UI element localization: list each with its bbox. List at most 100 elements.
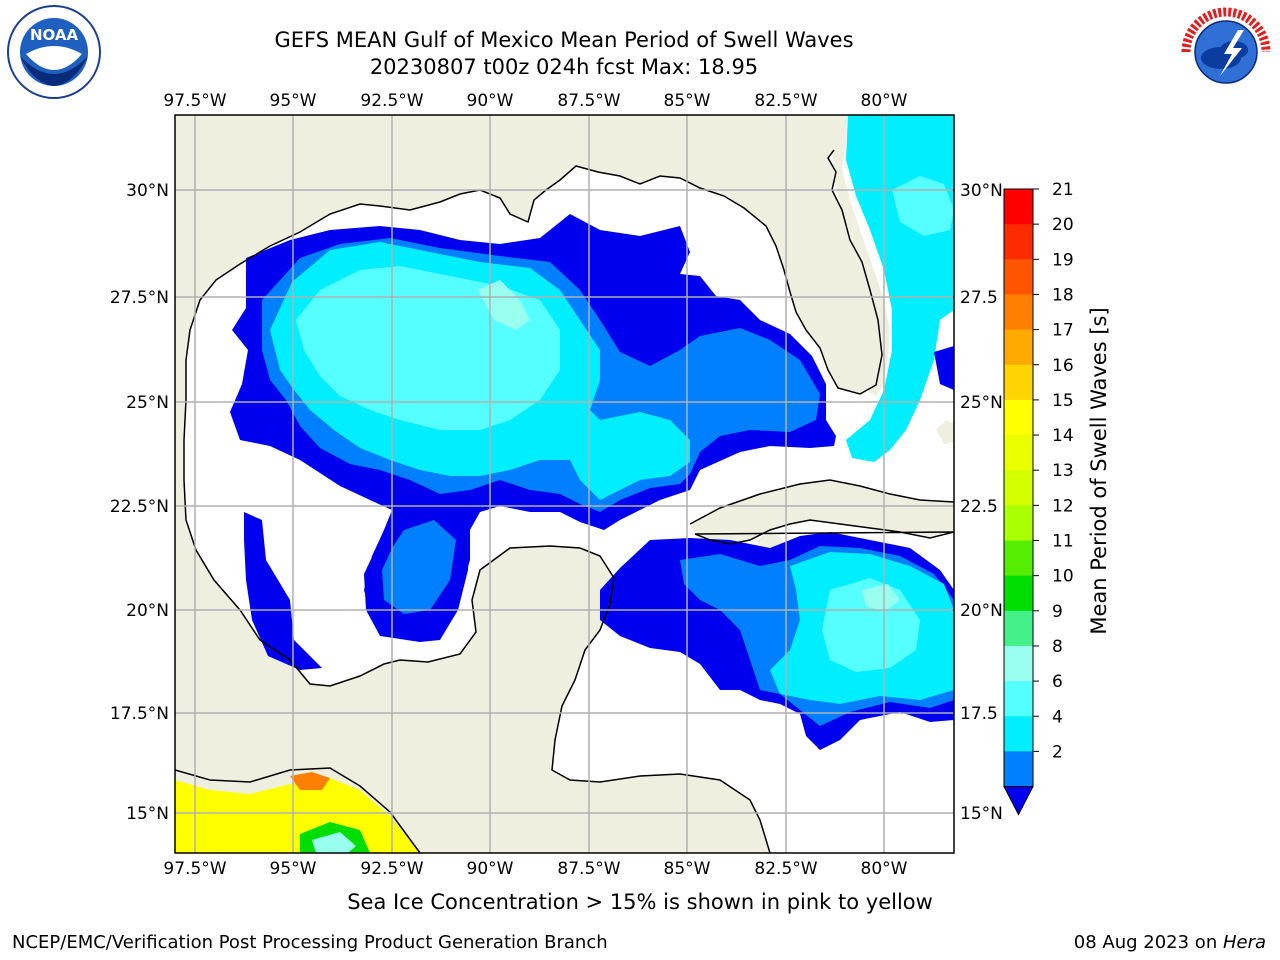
colorbar-tick-label: 14 — [1052, 426, 1074, 446]
colorbar-swatch — [1004, 435, 1033, 471]
colorbar-tick-label: 8 — [1052, 637, 1063, 657]
lon-tick-label: 95°W — [270, 859, 317, 879]
colorbar-swatch — [1004, 575, 1033, 612]
map-frame — [174, 114, 955, 854]
colorbar-frame — [1003, 188, 1034, 788]
graticule — [175, 115, 954, 853]
lat-tick-label: 25°N — [960, 393, 1003, 413]
land-bahamas — [936, 420, 954, 444]
lon-tick-label: 97.5°W — [163, 91, 226, 111]
footer-date-text: 08 Aug 2023 on — [1073, 932, 1223, 953]
swell-period-field — [175, 115, 954, 853]
contour-2s-bahamas — [934, 346, 954, 390]
colorbar-tick-label: 19 — [1052, 250, 1074, 270]
lon-tick-label: 92.5°W — [360, 859, 423, 879]
coastlines — [175, 149, 954, 853]
colorbar-swatch — [1004, 610, 1033, 647]
lat-tick-labels-right: 30°N 27.5 25°N 22.5 20°N 17.5 15°N — [960, 181, 1003, 824]
colorbar-swatch — [1004, 470, 1033, 506]
lat-tick-labels-left: 30°N 27.5°N 25°N 22.5°N 20°N 17.5°N 15°N — [110, 181, 169, 824]
lat-tick-label: 30°N — [126, 181, 169, 201]
chart-subtitle: 20230807 t00z 024h fcst Max: 18.95 — [369, 55, 759, 79]
lat-tick-label: 20°N — [960, 601, 1003, 621]
colorbar-swatch — [1004, 505, 1033, 541]
colorbar-tick-label: 12 — [1052, 496, 1074, 516]
colorbar-swatch — [1004, 399, 1033, 436]
lat-tick-label: 17.5°N — [110, 704, 169, 724]
contour-8s-pacific — [312, 832, 356, 853]
lon-tick-labels-bottom: 97.5°W 95°W 92.5°W 90°W 87.5°W 85°W 82.5°W 80°W — [163, 859, 907, 879]
lon-tick-label: 90°W — [467, 859, 514, 879]
coastline-pacific — [175, 767, 421, 853]
land-florida-east — [832, 115, 890, 396]
noaa-logo: NOAA — [7, 5, 101, 99]
lon-tick-label: 85°W — [664, 91, 711, 111]
colorbar-tick-label: 11 — [1052, 532, 1074, 552]
lon-tick-label: 80°W — [861, 859, 908, 879]
contour-2s-west-fringe — [244, 512, 322, 670]
colorbar-tick-label: 10 — [1052, 567, 1074, 587]
map-area — [175, 115, 954, 853]
colorbar-tick-label: 6 — [1052, 672, 1063, 692]
svg-text:NOAA: NOAA — [30, 26, 79, 44]
lat-tick-label: 30°N — [960, 181, 1003, 201]
lon-tick-label: 97.5°W — [163, 859, 226, 879]
lon-tick-label: 80°W — [861, 91, 908, 111]
lat-tick-label: 22.5°N — [110, 497, 169, 517]
lat-tick-label: 25°N — [126, 393, 169, 413]
land-us-gulf-coast — [175, 115, 882, 853]
lon-tick-label: 82.5°W — [754, 91, 817, 111]
national-weather-service-logo — [1181, 7, 1271, 97]
contour-9s-caribbean — [862, 584, 900, 612]
colorbar-tick-label: 17 — [1052, 321, 1074, 341]
sea-ice-caption: Sea Ice Concentration > 15% is shown in … — [347, 890, 933, 914]
lon-tick-labels-top: 97.5°W 95°W 92.5°W 90°W 87.5°W 85°W 82.5°W 80°W — [163, 91, 907, 111]
lat-tick-label: 20°N — [126, 601, 169, 621]
colorbar-tick-label: 20 — [1052, 215, 1074, 235]
colorbar-tick-label: 2 — [1052, 742, 1063, 762]
lon-tick-label: 85°W — [664, 859, 711, 879]
colorbar-swatch — [1004, 540, 1033, 577]
footer-host: Hera — [1222, 932, 1266, 953]
lat-tick-label: 15°N — [126, 804, 169, 824]
colorbar-swatch — [1004, 716, 1033, 752]
colorbar-tick-label: 21 — [1052, 180, 1074, 200]
lon-tick-label: 82.5°W — [754, 859, 817, 879]
colorbar-extend-arrow — [1003, 786, 1034, 816]
coastline-gulf — [183, 149, 883, 853]
colorbar-swatch — [1004, 294, 1033, 331]
lon-tick-label: 92.5°W — [360, 91, 423, 111]
chart-title: GEFS MEAN Gulf of Mexico Mean Period of … — [274, 28, 854, 52]
footer-date: 08 Aug 2023 on Hera — [1074, 932, 1266, 953]
colorbar-swatch — [1004, 364, 1033, 401]
colorbar-swatch — [1004, 329, 1033, 366]
colorbar: 21 20 19 18 17 16 15 14 13 12 11 10 9 8 6 4 2 — [1003, 180, 1074, 816]
lat-tick-label: 15°N — [960, 804, 1003, 824]
colorbar-tick-label: 9 — [1052, 602, 1063, 622]
lon-tick-label: 87.5°W — [557, 859, 620, 879]
contour-9s-gulf — [478, 280, 530, 330]
colorbar-swatch — [1004, 189, 1033, 225]
coastline-cuba — [689, 479, 954, 545]
lon-tick-label: 90°W — [467, 91, 514, 111]
colorbar-label: Mean Period of Swell Waves [s] — [1087, 307, 1111, 634]
colorbar-tick-label: 4 — [1052, 707, 1063, 727]
colorbar-swatch — [1004, 224, 1033, 260]
lon-tick-label: 95°W — [270, 91, 317, 111]
footer-credit: NCEP/EMC/Verification Post Processing Pr… — [12, 932, 608, 953]
colorbar-tick-label: 16 — [1052, 356, 1074, 376]
lat-tick-label: 17.5 — [960, 704, 998, 724]
lat-tick-label: 22.5 — [960, 497, 998, 517]
colorbar-swatch — [1004, 681, 1033, 717]
colorbar-tick-label: 18 — [1052, 285, 1074, 305]
lon-tick-label: 87.5°W — [557, 91, 620, 111]
lat-tick-label: 27.5°N — [110, 288, 169, 308]
contour-17s-pacific — [290, 772, 330, 790]
colorbar-swatch — [1004, 259, 1033, 295]
contour-4s-campeche — [382, 520, 456, 614]
colorbar-swatch — [1004, 751, 1033, 788]
colorbar-tick-label: 13 — [1052, 461, 1074, 481]
lat-tick-label: 27.5 — [960, 288, 998, 308]
colorbar-swatch — [1004, 645, 1033, 682]
